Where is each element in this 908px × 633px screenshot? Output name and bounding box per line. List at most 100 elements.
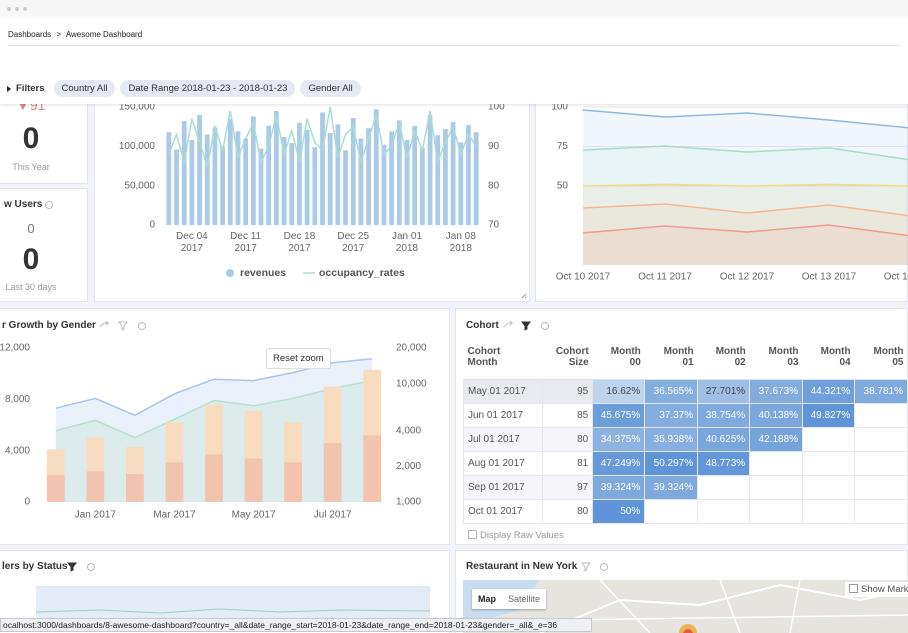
divider (8, 45, 900, 46)
table-body: May 01 2017 95 16.62% 36.565% 27.701% 37.673%… (463, 379, 908, 524)
status-bar: ocalhost:3000/dashboards/8-awesome-dashb… (0, 618, 592, 632)
table-row: Sep 01 2017 97 39.324% 39.324% (463, 475, 908, 500)
satellite-button[interactable]: Satellite (508, 594, 541, 604)
info-icon (541, 322, 549, 330)
y-tick-label: 2,000 (396, 461, 421, 472)
cohort-cell: 85 (541, 403, 594, 428)
bar (404, 140, 410, 225)
y-tick-label: 0 (149, 220, 155, 231)
retention-cell: 45.675% (592, 403, 646, 428)
retention-cell: 38.754% (697, 403, 751, 428)
info-icon (138, 322, 146, 330)
empty-cell (854, 427, 908, 452)
column-header-text: Month 00 (610, 346, 641, 368)
filter-pill[interactable]: Date Range 2018-01-23 - 2018-01-23 (120, 80, 296, 97)
legend-label: occupancy_rates (319, 267, 405, 279)
raw-values-toggle[interactable]: Display Raw Values (468, 530, 564, 541)
breadcrumb-current: Awesome Dashboard (65, 30, 143, 39)
legend-label: revenues (240, 267, 286, 279)
y-tick-label: 70 (488, 220, 500, 231)
retention-cell: 40.138% (749, 403, 804, 428)
map-button[interactable]: Map (478, 594, 496, 604)
cohort-cell: 81 (541, 451, 594, 476)
column-header: Cohort Month (463, 342, 543, 380)
checkbox[interactable] (849, 584, 858, 593)
header: Dashboards > Awesome Dashboard Filters C… (0, 0, 908, 104)
filter-pill[interactable]: Country All (53, 80, 116, 97)
window-dot (15, 7, 19, 11)
filter-icon (521, 321, 531, 331)
kpi-caption: This Year (12, 162, 50, 172)
column-header: Month 02 (697, 342, 750, 380)
heat-spot (679, 624, 697, 633)
info-icon (87, 563, 95, 571)
retention-cell: 48.773% (697, 451, 751, 476)
bar (443, 129, 448, 225)
legend-swatch (226, 269, 234, 277)
retention-cell: 39.324% (592, 475, 646, 500)
series-line (582, 145, 908, 161)
bar (419, 147, 425, 225)
column-header-text: Month 04 (820, 346, 851, 368)
retention-cell: 36.565% (644, 379, 699, 404)
show-markers[interactable]: Show Mark (845, 582, 908, 597)
window-bar (0, 0, 908, 18)
retention-cell: 39.324% (644, 475, 699, 500)
window-dot (7, 7, 11, 11)
checkbox[interactable] (468, 530, 477, 539)
panel-icons (45, 201, 608, 572)
expand-icon[interactable] (7, 85, 11, 92)
checkbox-label: Show Mark (861, 584, 908, 595)
bar (396, 120, 402, 225)
empty-cell (749, 451, 804, 476)
bar (281, 136, 287, 225)
bar (435, 135, 441, 225)
retention-cell: 35.938% (644, 427, 699, 452)
bar (166, 132, 172, 225)
window-dot (23, 7, 27, 11)
retention-cell: 50.297% (644, 451, 699, 476)
bar-segment (323, 442, 342, 502)
y-tick-label: 20,000 (396, 343, 427, 354)
breadcrumb: Dashboards > Awesome Dashboard (8, 30, 142, 39)
column-header-text: Cohort Month (467, 346, 501, 368)
bar (335, 124, 341, 225)
bar (458, 142, 464, 225)
orders-chart (35, 586, 431, 622)
breadcrumb-link[interactable]: Dashboards (8, 30, 52, 39)
bar-segment (244, 458, 263, 502)
filter-pill[interactable]: Gender All (300, 80, 361, 97)
empty-cell (749, 475, 804, 500)
resize-handle (521, 293, 527, 299)
column-header-text: Month 01 (663, 346, 694, 368)
y-tick-label: 100 (488, 102, 505, 113)
column-header: Month 04 (802, 342, 855, 380)
bar (450, 121, 456, 225)
x-tick-label: Dec 11 2017 (230, 231, 262, 254)
cohort-cell: Jun 01 2017 (463, 403, 543, 428)
y-tick-label: 75 (557, 141, 569, 152)
cohort-cell: 95 (541, 379, 594, 404)
kpi-value: 0 (22, 122, 40, 155)
y-tick-label: 150,000 (119, 102, 156, 113)
empty-cell (802, 499, 856, 524)
bar-segment (284, 462, 303, 502)
bar (466, 125, 471, 225)
empty-cell (854, 451, 908, 476)
bar-segment (284, 422, 303, 463)
area-fill (583, 204, 908, 265)
bar (289, 143, 295, 225)
bar (350, 118, 356, 225)
empty-cell (854, 499, 908, 524)
bar (250, 116, 256, 225)
filters-label[interactable]: Filters (16, 83, 45, 94)
reset-zoom-button[interactable]: Reset zoom (266, 348, 331, 369)
kpi-previous: 0 (27, 221, 35, 236)
bar-segment (125, 446, 144, 474)
retention-cell: 27.701% (697, 379, 751, 404)
y-tick-label: 50 (557, 181, 569, 192)
bar-segment (46, 449, 65, 476)
retention-cell: 44.321% (802, 379, 856, 404)
kpi-caption: Last 30 days (5, 282, 57, 292)
bar-segment (205, 404, 223, 455)
